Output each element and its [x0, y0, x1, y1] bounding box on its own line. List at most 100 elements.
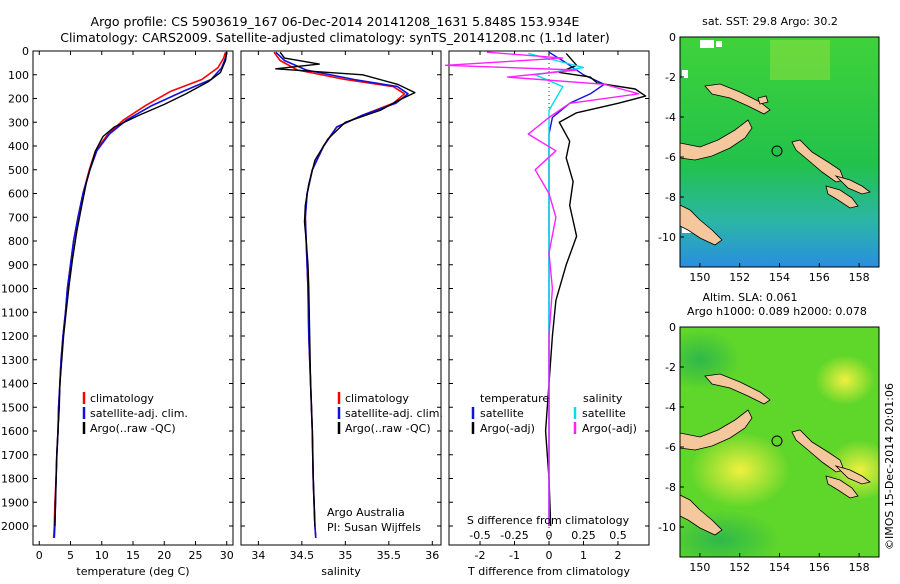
x-tick-label: 15 — [126, 549, 140, 562]
x-tick-label: 34 — [251, 549, 265, 562]
legend-label-argo: Argo(..raw -QC) — [90, 422, 176, 435]
x-tick-label: 34.5 — [290, 549, 315, 562]
y-tick-label: 200 — [8, 93, 29, 106]
y-tick-label: 600 — [8, 188, 29, 201]
map-y-tick-label: -10 — [658, 521, 676, 534]
map-y-tick-label: -2 — [665, 361, 676, 374]
s-tick-label: -0.25 — [500, 529, 528, 542]
map-y-tick-label: 0 — [669, 31, 676, 44]
new-ireland-island — [704, 83, 771, 115]
new-guinea-tail — [680, 204, 723, 246]
legend-label-satellite: satellite-adj. clim. — [345, 407, 443, 420]
s-tick-label: -0.5 — [469, 529, 490, 542]
sla-low — [680, 510, 780, 557]
sst-map-axes: 150 152 154 156 158 0 -2 -4 -6 -8 -10 — [658, 31, 870, 284]
t-difference-axis-label: T difference from climatology — [467, 565, 630, 578]
y-tick-label: 1400 — [1, 378, 29, 391]
map-x-tick-label: 150 — [689, 271, 710, 284]
argo-location-marker — [771, 145, 783, 157]
solomon-islands — [825, 475, 859, 499]
sla-high — [690, 432, 790, 508]
temperature-plot: 0 5 10 15 20 25 300100200300400500600700800900… — [1, 45, 234, 562]
y-tick-label: 1700 — [1, 449, 29, 462]
series-line — [444, 51, 640, 526]
y-tick-label: 300 — [8, 116, 29, 129]
new-britain-island — [680, 409, 753, 451]
sst-land — [680, 83, 871, 246]
y-tick-label: 800 — [8, 235, 29, 248]
s-difference-label: S difference from climatology — [467, 514, 630, 527]
sla-low — [680, 330, 740, 390]
solomon-islands — [834, 175, 871, 195]
x-tick-label: 30 — [220, 549, 234, 562]
y-tick-label: 1500 — [1, 401, 29, 414]
series-line — [544, 52, 647, 527]
series-line — [54, 52, 228, 527]
map-y-tick-label: -8 — [665, 191, 676, 204]
solomon-islands — [834, 465, 871, 485]
x-tick-label: 35.5 — [377, 549, 402, 562]
sla-map-title: Altim. SLA: 0.061 — [702, 291, 797, 304]
credit-institution: Argo Australia — [327, 506, 405, 519]
difference-legend: temperature salinity satellite Argo(-adj… — [467, 392, 637, 527]
sla-map — [680, 327, 879, 557]
map-x-tick-label: 158 — [849, 561, 870, 574]
x-tick-label: -2 — [475, 549, 486, 562]
temperature-legend: climatology satellite-adj. clim. Argo(..… — [82, 392, 188, 435]
temperature-axis-label: temperature (deg C) — [76, 565, 189, 578]
x-tick-label: 35 — [338, 549, 352, 562]
y-tick-label: 1000 — [1, 283, 29, 296]
map-x-tick-label: 156 — [809, 561, 830, 574]
credit-pi: PI: Susan Wijffels — [327, 521, 421, 534]
x-tick-label: 0 — [546, 549, 553, 562]
x-tick-label: 5 — [67, 549, 74, 562]
sst-cloud-gap — [716, 41, 722, 47]
salinity-axis-label: salinity — [321, 565, 361, 578]
new-ireland-island — [704, 373, 771, 405]
legend-title-temperature: temperature — [480, 392, 549, 405]
temperature-panel-frame — [32, 50, 234, 546]
s-tick-label: 0.5 — [609, 529, 627, 542]
legend-label-s-argo: Argo(-adj) — [582, 422, 637, 435]
x-tick-label: 25 — [189, 549, 203, 562]
figure-title-line1: Argo profile: CS 5903619_167 06-Dec-2014… — [91, 14, 580, 29]
map-x-tick-label: 150 — [689, 561, 710, 574]
y-tick-label: 0 — [22, 45, 29, 58]
x-tick-label: 36 — [425, 549, 439, 562]
sst-cloud-gap — [700, 40, 714, 48]
s-tick-label: 0.25 — [571, 529, 596, 542]
map-y-tick-label: -6 — [665, 151, 676, 164]
map-x-tick-label: 152 — [729, 271, 750, 284]
x-tick-label: 1 — [580, 549, 587, 562]
legend-label-t-argo: Argo(-adj) — [480, 422, 535, 435]
map-y-tick-label: -6 — [665, 441, 676, 454]
map-y-tick-label: -10 — [658, 231, 676, 244]
salinity-legend: climatology satellite-adj. clim. Argo(..… — [327, 392, 443, 534]
sla-land — [680, 373, 871, 536]
sla-map-axes: 150 152 154 156 158 0 -2 -4 -6 -8 -10 — [658, 321, 870, 574]
series-line — [275, 51, 416, 527]
sst-map — [680, 37, 879, 267]
legend-label-argo: Argo(..raw -QC) — [345, 422, 431, 435]
legend-label-climatology: climatology — [90, 392, 154, 405]
salinity-plot: 34 34.5 35 35.5 36 — [241, 50, 441, 562]
x-tick-label: 10 — [95, 549, 109, 562]
y-tick-label: 2000 — [1, 520, 29, 533]
map-y-tick-label: 0 — [669, 321, 676, 334]
argo-location-marker — [771, 435, 783, 447]
difference-plot: -2 -1 0 1 2-0.5 -0.25 0 0.25 0.5 — [444, 50, 649, 562]
sst-warm-patch — [770, 40, 830, 80]
solomon-islands — [825, 185, 859, 209]
y-tick-label: 700 — [8, 211, 29, 224]
map-y-tick-label: -2 — [665, 71, 676, 84]
y-tick-label: 1200 — [1, 330, 29, 343]
y-tick-label: 500 — [8, 164, 29, 177]
sst-map-title: sat. SST: 29.8 Argo: 30.2 — [702, 15, 838, 28]
map-y-tick-label: -8 — [665, 481, 676, 494]
map-y-tick-label: -4 — [665, 401, 676, 414]
map-x-tick-label: 154 — [769, 271, 790, 284]
new-guinea-tail — [680, 494, 723, 536]
legend-label-satellite: satellite-adj. clim. — [90, 407, 188, 420]
map-x-tick-label: 156 — [809, 271, 830, 284]
